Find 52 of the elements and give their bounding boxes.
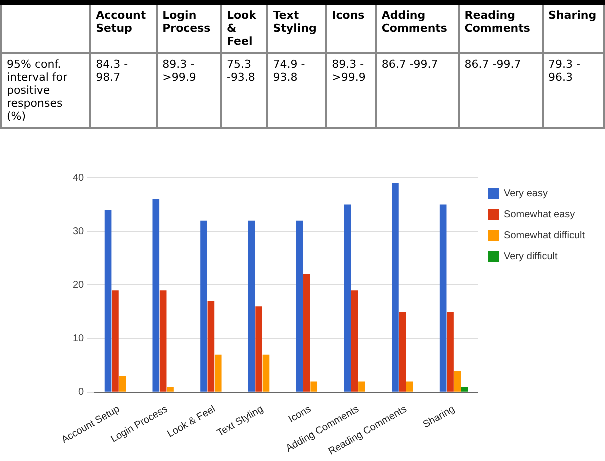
bar	[358, 382, 366, 392]
text: 86.7 -99.7	[458, 53, 543, 128]
bar	[310, 382, 318, 392]
bar	[262, 354, 270, 392]
y-tick-label: 10	[73, 334, 85, 345]
text: 75.3 -93.8	[220, 53, 268, 128]
category-label: Account Setup	[90, 2, 157, 53]
bar	[167, 387, 174, 392]
category-label: Text Styling	[267, 2, 326, 53]
bar	[392, 183, 399, 392]
text: 95% conf. interval for positive responses (%)	[1, 53, 90, 128]
category-label: Reading Comments	[458, 2, 543, 53]
bar	[208, 301, 215, 392]
text: 84.3 - 98.7	[90, 53, 157, 128]
text: 79.3 - 96.3	[542, 53, 604, 128]
x-tick-label: Icons	[287, 404, 314, 426]
bar	[104, 210, 112, 392]
text: 89.3 - >99.9	[156, 53, 221, 128]
category-label: Login Process	[156, 2, 221, 53]
text: 89.3 - >99.9	[326, 53, 376, 128]
bar	[461, 387, 468, 392]
y-tick-label: 30	[73, 226, 85, 238]
legend-label: Very easy	[504, 188, 548, 200]
bar	[454, 370, 462, 392]
bar	[296, 220, 304, 392]
bar	[447, 312, 454, 392]
legend-label: Very difficult	[504, 251, 558, 262]
y-tick-label: 20	[73, 280, 85, 291]
bar	[256, 306, 262, 392]
y-tick-label: 40	[73, 172, 85, 184]
bar	[304, 274, 310, 392]
text: 86.7 -99.7	[376, 53, 459, 128]
bar	[200, 220, 208, 392]
bar	[344, 204, 352, 392]
legend-label: Somewhat difficult	[504, 230, 586, 242]
bar	[440, 204, 447, 392]
bar	[248, 220, 256, 392]
bar	[119, 376, 126, 392]
category-label: Icons	[326, 2, 376, 53]
bar	[214, 354, 222, 392]
text: 74.9 - 93.8	[267, 53, 326, 128]
bar	[399, 312, 406, 392]
category-label: Adding Comments	[376, 2, 459, 53]
bar	[406, 382, 414, 392]
y-tick-label: 0	[78, 387, 85, 398]
category-label: Look & Feel	[220, 2, 268, 53]
bar	[112, 290, 119, 392]
bar	[152, 199, 160, 392]
legend-label: Somewhat easy	[504, 209, 576, 220]
bar	[351, 290, 358, 392]
bar	[160, 290, 167, 392]
category-label: Sharing	[542, 2, 604, 53]
